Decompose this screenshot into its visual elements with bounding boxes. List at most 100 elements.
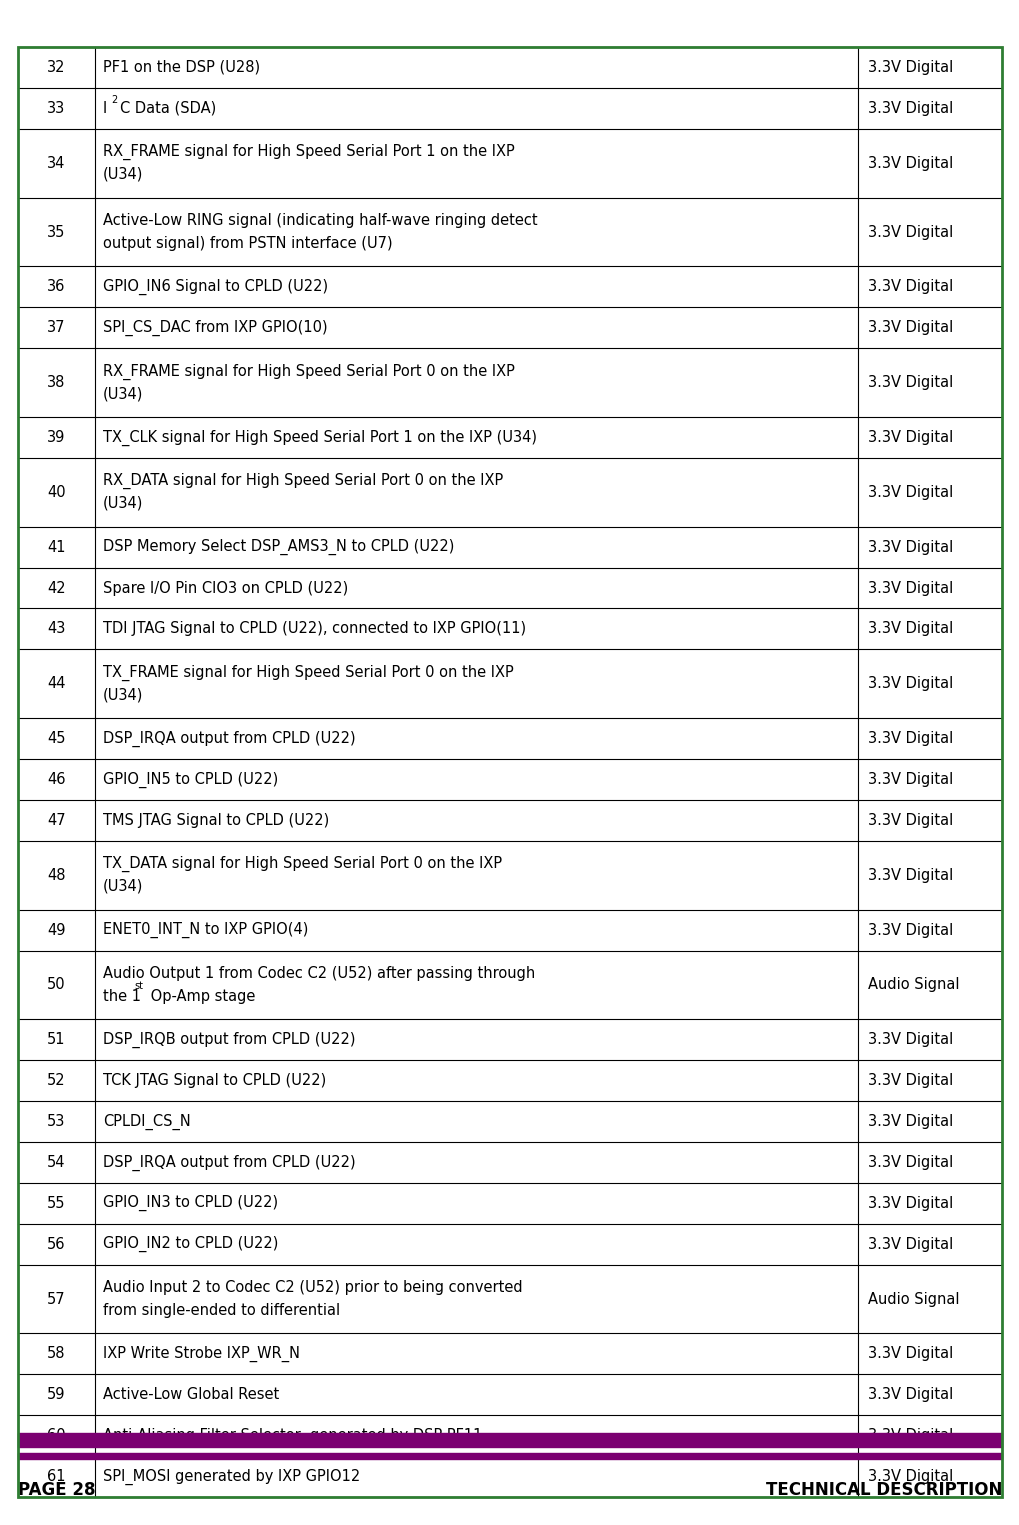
Text: output signal) from PSTN interface (U7): output signal) from PSTN interface (U7) (103, 236, 392, 250)
Text: DSP_IRQA output from CPLD (U22): DSP_IRQA output from CPLD (U22) (103, 730, 356, 747)
Text: TX_FRAME signal for High Speed Serial Port 0 on the IXP: TX_FRAME signal for High Speed Serial Po… (103, 665, 514, 680)
Text: 3.3V Digital: 3.3V Digital (867, 621, 953, 636)
Text: 36: 36 (47, 279, 65, 294)
Text: from single-ended to differential: from single-ended to differential (103, 1302, 339, 1318)
Text: 3.3V Digital: 3.3V Digital (867, 813, 953, 828)
Text: (U34): (U34) (103, 166, 144, 181)
Text: 3.3V Digital: 3.3V Digital (867, 1032, 953, 1048)
Text: RX_FRAME signal for High Speed Serial Port 0 on the IXP: RX_FRAME signal for High Speed Serial Po… (103, 363, 515, 380)
Text: TCK JTAG Signal to CPLD (U22): TCK JTAG Signal to CPLD (U22) (103, 1074, 326, 1089)
Text: TX_DATA signal for High Speed Serial Port 0 on the IXP: TX_DATA signal for High Speed Serial Por… (103, 856, 501, 872)
Text: 3.3V Digital: 3.3V Digital (867, 156, 953, 171)
Text: 55: 55 (47, 1196, 65, 1211)
Text: 2: 2 (111, 95, 117, 105)
Text: 41: 41 (47, 540, 65, 555)
Text: 37: 37 (47, 320, 65, 336)
Text: GPIO_IN6 Signal to CPLD (U22): GPIO_IN6 Signal to CPLD (U22) (103, 279, 328, 294)
Text: 3.3V Digital: 3.3V Digital (867, 1074, 953, 1089)
Text: (U34): (U34) (103, 688, 144, 703)
Text: Audio Output 1 from Codec C2 (U52) after passing through: Audio Output 1 from Codec C2 (U52) after… (103, 967, 535, 981)
Text: Active-Low RING signal (indicating half-wave ringing detect: Active-Low RING signal (indicating half-… (103, 214, 537, 229)
Text: 3.3V Digital: 3.3V Digital (867, 1196, 953, 1211)
Text: IXP Write Strobe IXP_WR_N: IXP Write Strobe IXP_WR_N (103, 1347, 300, 1362)
Text: 52: 52 (47, 1074, 66, 1089)
Text: I: I (103, 101, 107, 116)
Text: (U34): (U34) (103, 386, 144, 401)
Text: 3.3V Digital: 3.3V Digital (867, 868, 953, 883)
Text: 32: 32 (47, 59, 65, 75)
Text: 3.3V Digital: 3.3V Digital (867, 1469, 953, 1484)
Text: Audio Signal: Audio Signal (867, 978, 959, 993)
Text: 51: 51 (47, 1032, 65, 1048)
Text: TECHNICAL DESCRIPTION: TECHNICAL DESCRIPTION (765, 1481, 1001, 1499)
Text: 48: 48 (47, 868, 65, 883)
Text: 35: 35 (47, 224, 65, 239)
Text: 61: 61 (47, 1469, 65, 1484)
Text: RX_FRAME signal for High Speed Serial Port 1 on the IXP: RX_FRAME signal for High Speed Serial Po… (103, 143, 515, 160)
Text: GPIO_IN2 to CPLD (U22): GPIO_IN2 to CPLD (U22) (103, 1237, 278, 1252)
Text: GPIO_IN3 to CPLD (U22): GPIO_IN3 to CPLD (U22) (103, 1196, 278, 1211)
Text: 39: 39 (47, 430, 65, 445)
Text: 3.3V Digital: 3.3V Digital (867, 772, 953, 787)
Text: Audio Signal: Audio Signal (867, 1292, 959, 1307)
Text: TX_CLK signal for High Speed Serial Port 1 on the IXP (U34): TX_CLK signal for High Speed Serial Port… (103, 430, 536, 445)
Text: SPI_CS_DAC from IXP GPIO(10): SPI_CS_DAC from IXP GPIO(10) (103, 320, 327, 336)
Text: 33: 33 (47, 101, 65, 116)
Text: (U34): (U34) (103, 878, 144, 894)
Text: 3.3V Digital: 3.3V Digital (867, 485, 953, 500)
Text: 3.3V Digital: 3.3V Digital (867, 1347, 953, 1362)
Text: 3.3V Digital: 3.3V Digital (867, 1388, 953, 1403)
Text: 58: 58 (47, 1347, 65, 1362)
Text: 43: 43 (47, 621, 65, 636)
Text: 3.3V Digital: 3.3V Digital (867, 375, 953, 390)
Text: 38: 38 (47, 375, 65, 390)
Text: 56: 56 (47, 1237, 65, 1252)
Text: 3.3V Digital: 3.3V Digital (867, 1115, 953, 1128)
Text: 50: 50 (47, 978, 66, 993)
Text: PF1 on the DSP (U28): PF1 on the DSP (U28) (103, 59, 260, 75)
Text: SPI_MOSI generated by IXP GPIO12: SPI_MOSI generated by IXP GPIO12 (103, 1469, 360, 1485)
Text: PAGE 28: PAGE 28 (18, 1481, 96, 1499)
Text: CPLDI_CS_N: CPLDI_CS_N (103, 1113, 191, 1130)
Text: 44: 44 (47, 676, 65, 691)
Text: 3.3V Digital: 3.3V Digital (867, 581, 953, 596)
Text: 49: 49 (47, 923, 65, 938)
Text: 3.3V Digital: 3.3V Digital (867, 730, 953, 746)
Text: 3.3V Digital: 3.3V Digital (867, 224, 953, 239)
Text: st: st (133, 982, 143, 991)
Text: 3.3V Digital: 3.3V Digital (867, 923, 953, 938)
Text: GPIO_IN5 to CPLD (U22): GPIO_IN5 to CPLD (U22) (103, 772, 278, 787)
Text: Audio Input 2 to Codec C2 (U52) prior to being converted: Audio Input 2 to Codec C2 (U52) prior to… (103, 1281, 522, 1295)
Text: 3.3V Digital: 3.3V Digital (867, 540, 953, 555)
Text: 46: 46 (47, 772, 65, 787)
Text: RX_DATA signal for High Speed Serial Port 0 on the IXP: RX_DATA signal for High Speed Serial Por… (103, 473, 502, 490)
Text: DSP Memory Select DSP_AMS3_N to CPLD (U22): DSP Memory Select DSP_AMS3_N to CPLD (U2… (103, 538, 453, 555)
Text: 3.3V Digital: 3.3V Digital (867, 430, 953, 445)
Text: Op-Amp stage: Op-Amp stage (146, 988, 255, 1003)
Text: 54: 54 (47, 1154, 65, 1170)
Text: C Data (SDA): C Data (SDA) (120, 101, 216, 116)
Text: 57: 57 (47, 1292, 66, 1307)
Text: 3.3V Digital: 3.3V Digital (867, 1429, 953, 1443)
Text: 3.3V Digital: 3.3V Digital (867, 279, 953, 294)
Text: TDI JTAG Signal to CPLD (U22), connected to IXP GPIO(11): TDI JTAG Signal to CPLD (U22), connected… (103, 621, 526, 636)
Text: 45: 45 (47, 730, 65, 746)
Text: 34: 34 (47, 156, 65, 171)
Text: 3.3V Digital: 3.3V Digital (867, 1237, 953, 1252)
Text: 3.3V Digital: 3.3V Digital (867, 1154, 953, 1170)
Text: 60: 60 (47, 1429, 66, 1443)
Text: 3.3V Digital: 3.3V Digital (867, 320, 953, 336)
Text: 59: 59 (47, 1388, 65, 1403)
Text: Spare I/O Pin CIO3 on CPLD (U22): Spare I/O Pin CIO3 on CPLD (U22) (103, 581, 347, 596)
Text: DSP_IRQB output from CPLD (U22): DSP_IRQB output from CPLD (U22) (103, 1032, 356, 1048)
Text: 42: 42 (47, 581, 66, 596)
Text: Anti-Aliasing Filter Selector, generated by DSP PF11: Anti-Aliasing Filter Selector, generated… (103, 1429, 482, 1443)
Text: 53: 53 (47, 1115, 65, 1128)
Text: the 1: the 1 (103, 988, 141, 1003)
Text: 3.3V Digital: 3.3V Digital (867, 59, 953, 75)
Text: 40: 40 (47, 485, 66, 500)
Text: ENET0_INT_N to IXP GPIO(4): ENET0_INT_N to IXP GPIO(4) (103, 923, 308, 938)
Text: 3.3V Digital: 3.3V Digital (867, 676, 953, 691)
Text: TMS JTAG Signal to CPLD (U22): TMS JTAG Signal to CPLD (U22) (103, 813, 329, 828)
Text: 47: 47 (47, 813, 66, 828)
